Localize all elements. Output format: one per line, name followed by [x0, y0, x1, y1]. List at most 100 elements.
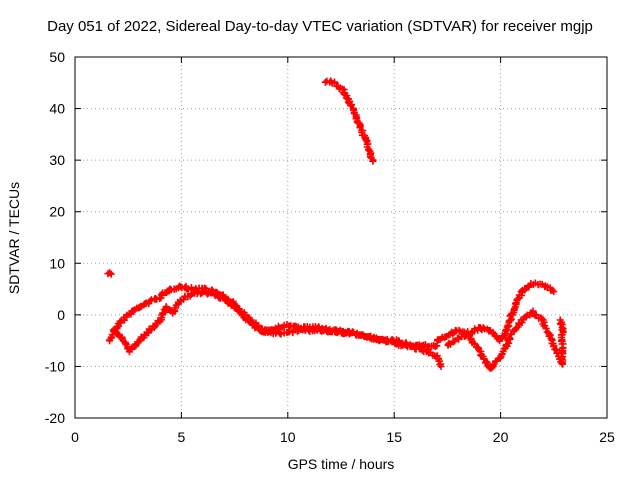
y-tick-label: 30 — [49, 152, 65, 168]
data-point — [107, 271, 111, 274]
data-point — [148, 300, 151, 304]
data-point — [254, 326, 258, 329]
data-point — [512, 308, 515, 311]
series-arc-late-right — [539, 316, 567, 368]
x-tick-label: 15 — [386, 429, 402, 445]
data-point — [488, 367, 492, 371]
y-tick-label: -10 — [45, 358, 65, 374]
data-point — [107, 339, 111, 342]
data-point — [286, 323, 289, 327]
series-markers — [539, 316, 567, 368]
data-point — [127, 313, 130, 317]
data-point — [499, 339, 502, 342]
data-point — [233, 305, 236, 309]
data-point — [552, 290, 555, 293]
data-point — [488, 329, 492, 332]
data-point — [137, 305, 141, 309]
data-point — [478, 326, 481, 329]
data-point — [265, 331, 268, 335]
data-point — [363, 135, 366, 139]
data-point — [424, 349, 428, 353]
axis-ticks: 0 5 10 15 20 25 -20 -10 0 10 20 30 40 50 — [45, 49, 615, 445]
x-tick-label: 25 — [599, 429, 615, 445]
series-arc-high — [321, 77, 377, 165]
data-point — [456, 336, 460, 340]
data-point — [244, 316, 247, 319]
grid — [75, 57, 607, 418]
data-point — [350, 331, 353, 335]
y-tick-label: -20 — [45, 410, 65, 426]
data-points — [104, 77, 567, 372]
data-point — [297, 329, 300, 332]
data-point — [171, 311, 175, 314]
data-point — [520, 318, 524, 322]
data-point — [180, 298, 183, 301]
data-point — [499, 354, 502, 358]
plot-frame — [74, 56, 608, 419]
data-point — [165, 305, 168, 309]
x-tick-label: 5 — [178, 429, 186, 445]
data-point — [467, 331, 470, 335]
x-tick-label: 10 — [280, 429, 296, 445]
data-point — [341, 89, 345, 92]
data-point — [129, 349, 132, 353]
series-arc-early-isolated — [104, 269, 115, 278]
series-arc-late-loop-b — [444, 279, 558, 349]
x-tick-label: 20 — [493, 429, 509, 445]
data-point — [382, 339, 385, 342]
data-point — [169, 287, 172, 291]
data-point — [371, 159, 375, 163]
data-point — [180, 285, 183, 288]
data-point — [456, 329, 460, 332]
data-point — [350, 104, 353, 108]
x-tick-label: 0 — [71, 429, 79, 445]
data-point — [324, 80, 328, 83]
data-point — [439, 365, 443, 368]
data-point — [478, 349, 481, 353]
data-point — [356, 120, 360, 123]
data-point — [109, 272, 113, 276]
y-tick-label: 20 — [49, 204, 65, 220]
data-point — [548, 334, 551, 337]
data-point — [190, 287, 194, 291]
y-tick-label: 50 — [49, 49, 65, 65]
data-point — [403, 344, 407, 347]
data-point — [201, 290, 204, 293]
data-point — [414, 347, 417, 350]
data-point — [158, 318, 162, 322]
data-point — [424, 344, 428, 347]
series-markers — [321, 77, 377, 165]
data-point — [531, 311, 534, 314]
data-point — [112, 329, 115, 332]
x-axis-label: GPS time / hours — [287, 456, 395, 472]
data-point — [361, 334, 364, 337]
data-point — [148, 329, 151, 332]
series-arc-main-b — [109, 288, 445, 370]
data-point — [116, 323, 119, 327]
data-point — [541, 321, 545, 324]
y-tick-label: 10 — [49, 255, 65, 271]
data-point — [505, 329, 509, 332]
data-point — [435, 354, 438, 358]
data-point — [339, 331, 343, 335]
series-markers — [434, 307, 547, 372]
data-point — [561, 362, 564, 366]
data-point — [371, 336, 375, 340]
data-point — [158, 295, 162, 299]
data-point — [446, 344, 449, 347]
data-point — [307, 329, 311, 332]
data-point — [435, 344, 438, 347]
data-point — [333, 81, 336, 84]
data-point — [275, 331, 279, 335]
data-point — [190, 293, 194, 296]
data-point — [212, 293, 215, 296]
data-point — [446, 334, 449, 337]
y-tick-label: 0 — [57, 307, 65, 323]
data-point — [318, 329, 321, 332]
data-point — [329, 330, 332, 333]
data-point — [286, 331, 289, 335]
data-point — [561, 326, 564, 329]
data-point — [520, 290, 524, 293]
data-point — [435, 339, 438, 342]
